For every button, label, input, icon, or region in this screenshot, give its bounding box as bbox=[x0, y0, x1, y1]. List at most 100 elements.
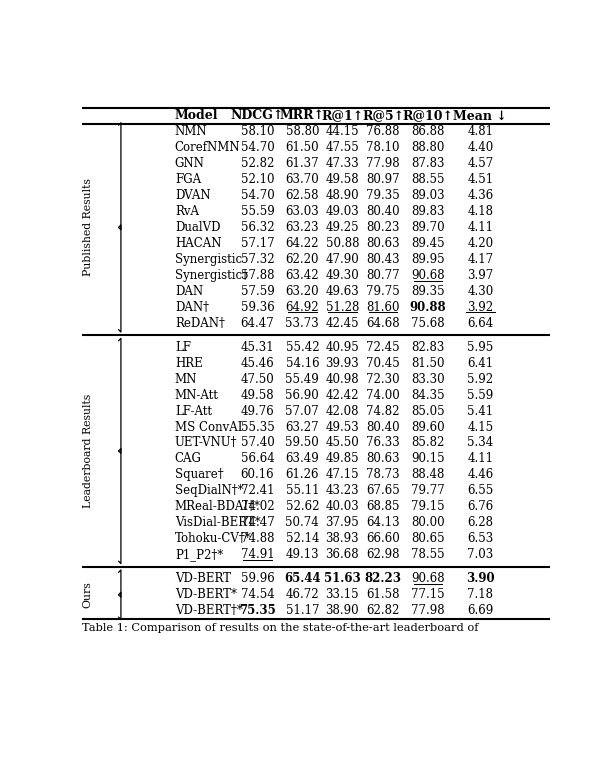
Text: 66.60: 66.60 bbox=[366, 532, 400, 546]
Text: 4.46: 4.46 bbox=[468, 468, 493, 481]
Text: 79.75: 79.75 bbox=[366, 285, 400, 298]
Text: 4.81: 4.81 bbox=[468, 125, 493, 138]
Text: NDCG↑: NDCG↑ bbox=[231, 109, 284, 122]
Text: 59.96: 59.96 bbox=[241, 572, 274, 585]
Text: 4.40: 4.40 bbox=[468, 141, 493, 154]
Text: 6.28: 6.28 bbox=[468, 516, 493, 530]
Text: 55.59: 55.59 bbox=[241, 205, 274, 218]
Text: 79.35: 79.35 bbox=[366, 189, 400, 202]
Text: 80.63: 80.63 bbox=[366, 237, 400, 250]
Text: 40.03: 40.03 bbox=[326, 500, 359, 513]
Text: 61.37: 61.37 bbox=[286, 157, 319, 170]
Text: 47.15: 47.15 bbox=[326, 468, 359, 481]
Text: 89.83: 89.83 bbox=[411, 205, 445, 218]
Text: 51.17: 51.17 bbox=[286, 604, 319, 617]
Text: 85.82: 85.82 bbox=[411, 436, 445, 449]
Text: 61.26: 61.26 bbox=[286, 468, 319, 481]
Text: 49.03: 49.03 bbox=[326, 205, 359, 218]
Text: 5.95: 5.95 bbox=[468, 340, 493, 353]
Text: 63.70: 63.70 bbox=[285, 173, 319, 186]
Text: 54.70: 54.70 bbox=[241, 189, 274, 202]
Text: 79.15: 79.15 bbox=[411, 500, 445, 513]
Text: 64.92: 64.92 bbox=[286, 301, 319, 314]
Text: SeqDialN†*: SeqDialN†* bbox=[175, 484, 243, 497]
Text: 87.83: 87.83 bbox=[411, 157, 445, 170]
Text: 59.36: 59.36 bbox=[241, 301, 274, 314]
Text: 61.58: 61.58 bbox=[367, 588, 400, 601]
Text: 70.45: 70.45 bbox=[366, 356, 400, 369]
Text: 63.49: 63.49 bbox=[285, 452, 319, 465]
Text: 52.14: 52.14 bbox=[286, 532, 319, 546]
Text: NMN: NMN bbox=[175, 125, 208, 138]
Text: VD-BERT: VD-BERT bbox=[175, 572, 231, 585]
Text: 37.95: 37.95 bbox=[326, 516, 359, 530]
Text: 45.31: 45.31 bbox=[241, 340, 274, 353]
Text: 64.22: 64.22 bbox=[286, 237, 319, 250]
Text: 55.42: 55.42 bbox=[286, 340, 319, 353]
Text: 42.42: 42.42 bbox=[326, 388, 359, 401]
Text: 74.91: 74.91 bbox=[241, 548, 274, 562]
Text: 47.50: 47.50 bbox=[241, 372, 274, 385]
Text: 6.69: 6.69 bbox=[468, 604, 493, 617]
Text: 88.55: 88.55 bbox=[411, 173, 445, 186]
Text: 89.95: 89.95 bbox=[411, 253, 445, 266]
Text: 74.82: 74.82 bbox=[367, 404, 400, 417]
Text: 90.15: 90.15 bbox=[411, 452, 445, 465]
Text: 77.98: 77.98 bbox=[411, 604, 445, 617]
Text: 63.23: 63.23 bbox=[286, 221, 319, 234]
Text: DualVD: DualVD bbox=[175, 221, 221, 234]
Text: 80.97: 80.97 bbox=[366, 173, 400, 186]
Text: 89.45: 89.45 bbox=[411, 237, 445, 250]
Text: 43.23: 43.23 bbox=[326, 484, 359, 497]
Text: 33.15: 33.15 bbox=[326, 588, 359, 601]
Text: 6.76: 6.76 bbox=[468, 500, 493, 513]
Text: 86.88: 86.88 bbox=[411, 125, 445, 138]
Text: 75.35: 75.35 bbox=[239, 604, 276, 617]
Text: MRR↑: MRR↑ bbox=[280, 109, 325, 122]
Text: 52.62: 52.62 bbox=[286, 500, 319, 513]
Text: 65.44: 65.44 bbox=[284, 572, 321, 585]
Text: 79.77: 79.77 bbox=[411, 484, 445, 497]
Text: 44.15: 44.15 bbox=[326, 125, 359, 138]
Text: 6.41: 6.41 bbox=[468, 356, 493, 369]
Text: 55.35: 55.35 bbox=[241, 420, 274, 433]
Text: 56.90: 56.90 bbox=[285, 388, 319, 401]
Text: 4.20: 4.20 bbox=[468, 237, 493, 250]
Text: Published Results: Published Results bbox=[83, 179, 92, 277]
Text: CorefNMN: CorefNMN bbox=[175, 141, 240, 154]
Text: 49.13: 49.13 bbox=[286, 548, 319, 562]
Text: 39.93: 39.93 bbox=[326, 356, 359, 369]
Text: 56.32: 56.32 bbox=[241, 221, 274, 234]
Text: HRE: HRE bbox=[175, 356, 203, 369]
Text: 49.58: 49.58 bbox=[326, 173, 359, 186]
Text: 54.70: 54.70 bbox=[241, 141, 274, 154]
Text: RvA: RvA bbox=[175, 205, 199, 218]
Text: 4.36: 4.36 bbox=[468, 189, 493, 202]
Text: 88.80: 88.80 bbox=[411, 141, 445, 154]
Text: MN-Att: MN-Att bbox=[175, 388, 219, 401]
Text: 52.82: 52.82 bbox=[241, 157, 274, 170]
Text: 7.03: 7.03 bbox=[468, 548, 493, 562]
Text: 74.47: 74.47 bbox=[241, 516, 274, 530]
Text: 4.17: 4.17 bbox=[468, 253, 493, 266]
Text: 62.58: 62.58 bbox=[286, 189, 319, 202]
Text: 75.68: 75.68 bbox=[411, 317, 445, 330]
Text: R@1↑: R@1↑ bbox=[322, 109, 363, 122]
Text: 74.88: 74.88 bbox=[241, 532, 274, 546]
Text: 78.10: 78.10 bbox=[367, 141, 400, 154]
Text: Tohoku-CV†*: Tohoku-CV†* bbox=[175, 532, 251, 546]
Text: 88.48: 88.48 bbox=[411, 468, 445, 481]
Text: 57.32: 57.32 bbox=[241, 253, 274, 266]
Text: 90.68: 90.68 bbox=[411, 572, 445, 585]
Text: 80.77: 80.77 bbox=[366, 269, 400, 282]
Text: GNN: GNN bbox=[175, 157, 205, 170]
Text: 3.90: 3.90 bbox=[466, 572, 495, 585]
Text: 68.85: 68.85 bbox=[367, 500, 400, 513]
Text: 51.63: 51.63 bbox=[324, 572, 361, 585]
Text: 53.73: 53.73 bbox=[285, 317, 319, 330]
Text: 89.03: 89.03 bbox=[411, 189, 445, 202]
Text: 58.80: 58.80 bbox=[286, 125, 319, 138]
Text: 64.13: 64.13 bbox=[366, 516, 400, 530]
Text: 5.34: 5.34 bbox=[468, 436, 493, 449]
Text: 63.42: 63.42 bbox=[286, 269, 319, 282]
